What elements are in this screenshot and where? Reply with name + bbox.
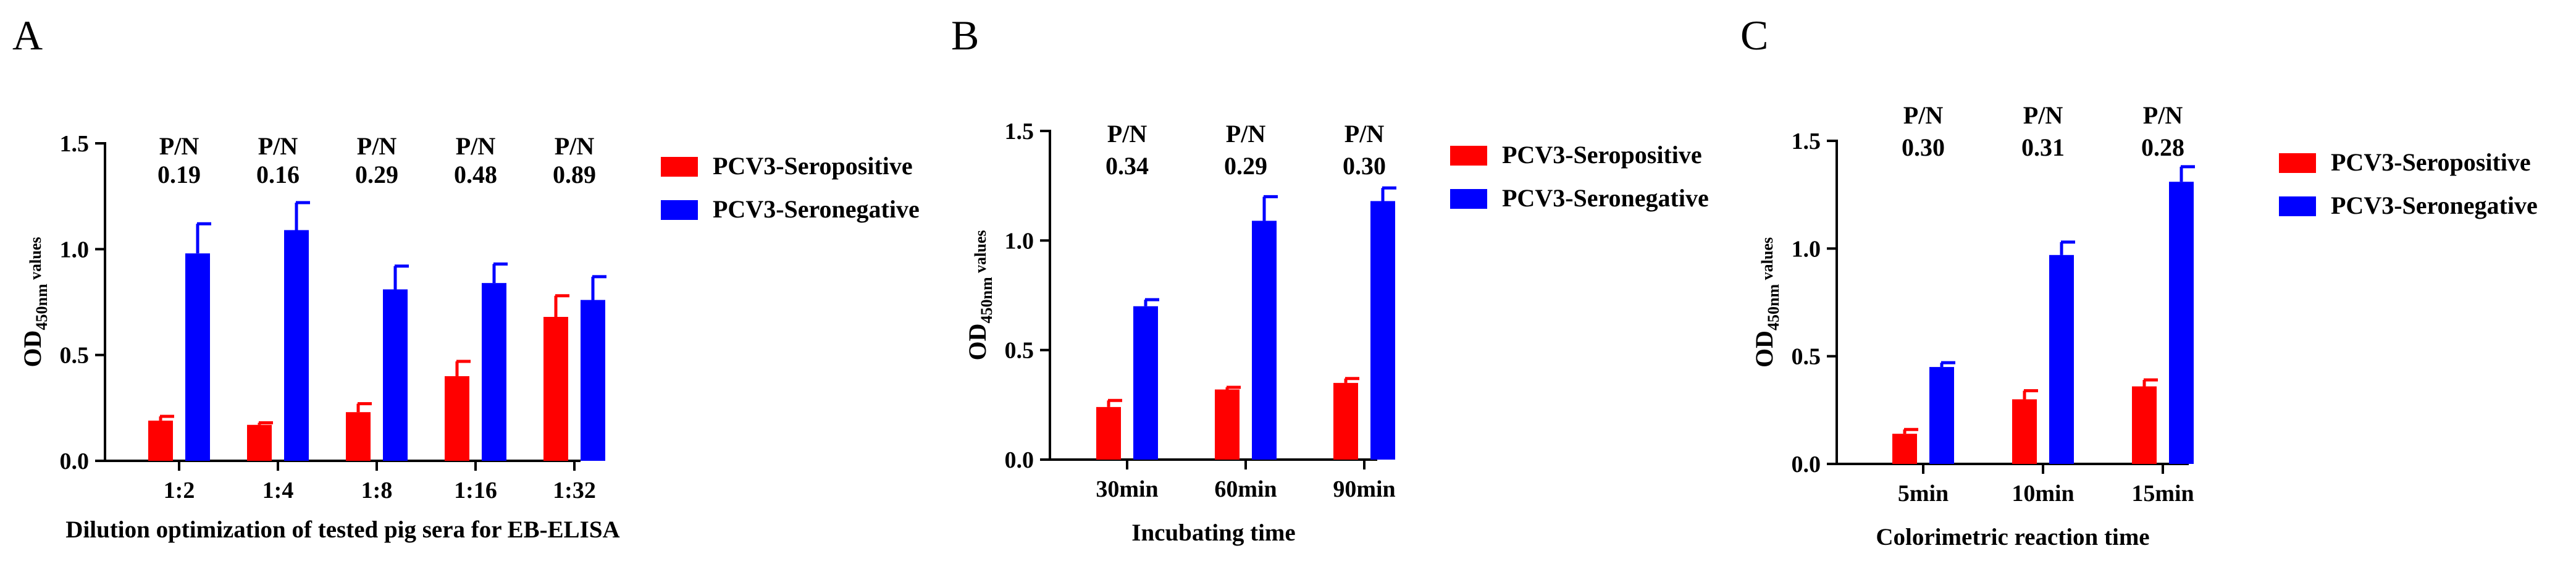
y-tick-label: 0.0 <box>1005 447 1034 473</box>
legend-label-seronegative: PCV3-Seronegative <box>713 195 920 223</box>
pn-label: P/N <box>159 132 199 160</box>
x-tick-label: 60min <box>1214 476 1277 502</box>
bar-seropositive-1 <box>1892 434 1917 464</box>
panel-letter: B <box>951 12 979 59</box>
pn-value: 0.19 <box>157 161 201 188</box>
bar-seropositive-3 <box>346 412 371 461</box>
panel-letter: A <box>12 12 43 59</box>
pn-label: P/N <box>1107 120 1147 148</box>
bar-seropositive-3 <box>1333 382 1358 460</box>
bar-seronegative-2 <box>1252 221 1277 460</box>
y-axis-label: OD450nm values <box>19 237 51 368</box>
x-tick-label: 1:4 <box>262 478 294 503</box>
x-tick-label: 5min <box>1898 481 1949 507</box>
pn-value: 0.28 <box>2141 133 2184 161</box>
legend-swatch-seronegative <box>2279 196 2316 216</box>
legend-swatch-seropositive <box>661 157 698 177</box>
x-tick-label: 1:32 <box>553 478 596 503</box>
pn-value: 0.30 <box>1343 152 1386 180</box>
legend-label-seronegative: PCV3-Seronegative <box>1502 184 1709 212</box>
y-tick-label: 1.0 <box>1792 236 1821 262</box>
legend-label-seropositive: PCV3-Seropositive <box>2331 148 2531 176</box>
legend-swatch-seronegative <box>661 200 698 220</box>
bar-seropositive-5 <box>543 316 568 461</box>
pn-value: 0.30 <box>1902 133 1945 161</box>
bar-seropositive-4 <box>445 376 469 461</box>
bar-seronegative-5 <box>581 300 605 461</box>
y-tick-label: 0.5 <box>1792 344 1821 370</box>
x-tick-label: 90min <box>1333 476 1395 502</box>
pn-value: 0.16 <box>256 161 300 188</box>
y-tick-label: 1.5 <box>60 131 90 157</box>
x-axis-label: Dilution optimization of tested pig sera… <box>65 516 619 543</box>
legend-label-seropositive: PCV3-Seropositive <box>1502 141 1702 169</box>
pn-label: P/N <box>1903 101 1944 129</box>
pn-label: P/N <box>555 132 595 160</box>
x-tick-label: 10min <box>2012 481 2074 507</box>
pn-label: P/N <box>456 132 496 160</box>
legend-swatch-seropositive <box>2279 153 2316 173</box>
x-axis-label: Colorimetric reaction time <box>1876 524 2149 550</box>
x-tick-label: 1:16 <box>454 478 497 503</box>
bar-seropositive-2 <box>2012 399 2037 464</box>
bar-seronegative-1 <box>185 253 210 461</box>
x-tick-label: 30min <box>1096 476 1158 502</box>
x-tick-label: 1:8 <box>361 478 393 503</box>
pn-value: 0.29 <box>355 161 398 188</box>
bar-seropositive-2 <box>247 424 272 461</box>
pn-value: 0.89 <box>553 161 596 188</box>
pn-value: 0.48 <box>454 161 497 188</box>
y-tick-label: 1.0 <box>1005 228 1034 254</box>
bar-seronegative-3 <box>1370 201 1395 460</box>
chart-panel-c: C 0.0 0.5 1.0 1.5 OD450nm values 5min P/N 0.30 10… <box>1740 12 2538 550</box>
pn-label: P/N <box>1345 120 1385 148</box>
y-axis-label: OD450nm values <box>963 230 996 361</box>
y-axis-label: OD450nm values <box>1750 237 1782 368</box>
x-tick-label: 1:2 <box>164 478 195 503</box>
y-tick-label: 1.5 <box>1792 128 1821 154</box>
bar-seropositive-3 <box>2132 386 2157 464</box>
bar-seronegative-3 <box>2169 182 2194 464</box>
y-tick-label: 0.0 <box>60 448 90 474</box>
bar-seronegative-4 <box>482 283 506 461</box>
legend-swatch-seronegative <box>1450 189 1487 209</box>
bar-seronegative-2 <box>2049 255 2074 464</box>
legend-label-seronegative: PCV3-Seronegative <box>2331 192 2538 219</box>
bar-seronegative-1 <box>1929 367 1954 464</box>
pn-label: P/N <box>357 132 397 160</box>
pn-label: P/N <box>1226 120 1266 148</box>
x-tick-label: 15min <box>2131 481 2194 507</box>
bar-seronegative-2 <box>284 230 309 461</box>
y-tick-label: 0.5 <box>1005 338 1034 364</box>
pn-label: P/N <box>258 132 298 160</box>
bar-seronegative-3 <box>383 289 408 461</box>
bar-seronegative-1 <box>1133 306 1158 460</box>
pn-label: P/N <box>2023 101 2063 129</box>
y-tick-label: 0.5 <box>60 343 90 369</box>
x-axis-label: Incubating time <box>1131 520 1295 546</box>
bar-seropositive-1 <box>1096 406 1121 460</box>
chart-panel-b: B 0.0 0.5 1.0 1.5 OD450nm values 30min P/N 0.34 6… <box>951 12 1709 546</box>
panel-letter: C <box>1740 12 1768 59</box>
y-tick-label: 1.5 <box>1005 119 1034 145</box>
bar-seropositive-2 <box>1215 389 1240 460</box>
y-tick-label: 0.0 <box>1792 452 1821 478</box>
y-tick-label: 1.0 <box>60 237 90 263</box>
legend-label-seropositive: PCV3-Seropositive <box>713 152 913 180</box>
pn-value: 0.31 <box>2021 133 2065 161</box>
bar-seropositive-1 <box>148 420 173 461</box>
pn-label: P/N <box>2143 101 2183 129</box>
legend-swatch-seropositive <box>1450 146 1487 166</box>
pn-value: 0.34 <box>1105 152 1149 180</box>
pn-value: 0.29 <box>1224 152 1267 180</box>
